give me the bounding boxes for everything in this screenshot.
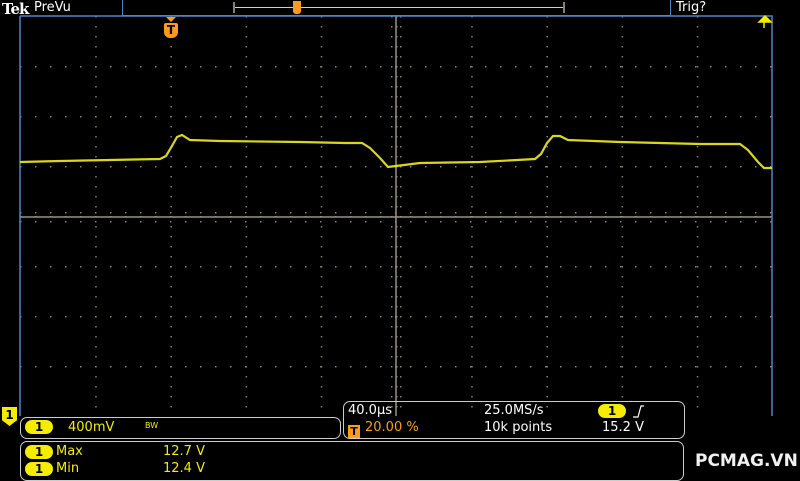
measurement-channel-badge: 1 (25, 445, 53, 459)
trigger-position: 20.00 % (365, 420, 419, 435)
horizontal-scale: 40.0µs (348, 403, 392, 418)
channel1-ground-marker[interactable]: 1 (2, 407, 17, 426)
trigger-source-badge: 1 (598, 404, 626, 418)
measurement-value: 12.7 V (163, 444, 205, 459)
trigger-level: 15.2 V (602, 420, 644, 435)
channel1-badge: 1 (25, 420, 53, 434)
bandwidth-limit-icon: BW (145, 421, 159, 430)
measurement-name: Max (56, 444, 83, 459)
sample-rate: 25.0MS/s (484, 403, 544, 418)
tek-logo: Tek (2, 0, 29, 18)
trigger-icon: T (348, 425, 360, 438)
channel1-waveform (19, 133, 772, 170)
trigger-position-icon[interactable]: T (164, 23, 178, 38)
measurement-value: 12.4 V (163, 461, 205, 476)
record-view-window[interactable] (233, 2, 565, 13)
trigger-status: Trig? (676, 0, 707, 15)
watermark: PCMAG.VN (695, 451, 798, 471)
timeline-trigger-icon (293, 1, 301, 14)
measurement-name: Min (56, 461, 80, 476)
rising-edge-icon (633, 405, 644, 418)
measurement-channel-badge: 1 (25, 462, 53, 476)
acquisition-mode: PreVu (34, 0, 71, 15)
timebase-panel[interactable]: 40.0µs 25.0MS/s 1 T 20.00 % 10k points 1… (343, 401, 685, 439)
record-length: 10k points (484, 420, 553, 435)
vertical-scale: 400mV (68, 420, 115, 435)
measurements-panel[interactable]: 1 Max 12.7 V 1 Min 12.4 V (20, 441, 684, 481)
channel1-info-panel[interactable]: 1 400mV BW (20, 417, 341, 439)
